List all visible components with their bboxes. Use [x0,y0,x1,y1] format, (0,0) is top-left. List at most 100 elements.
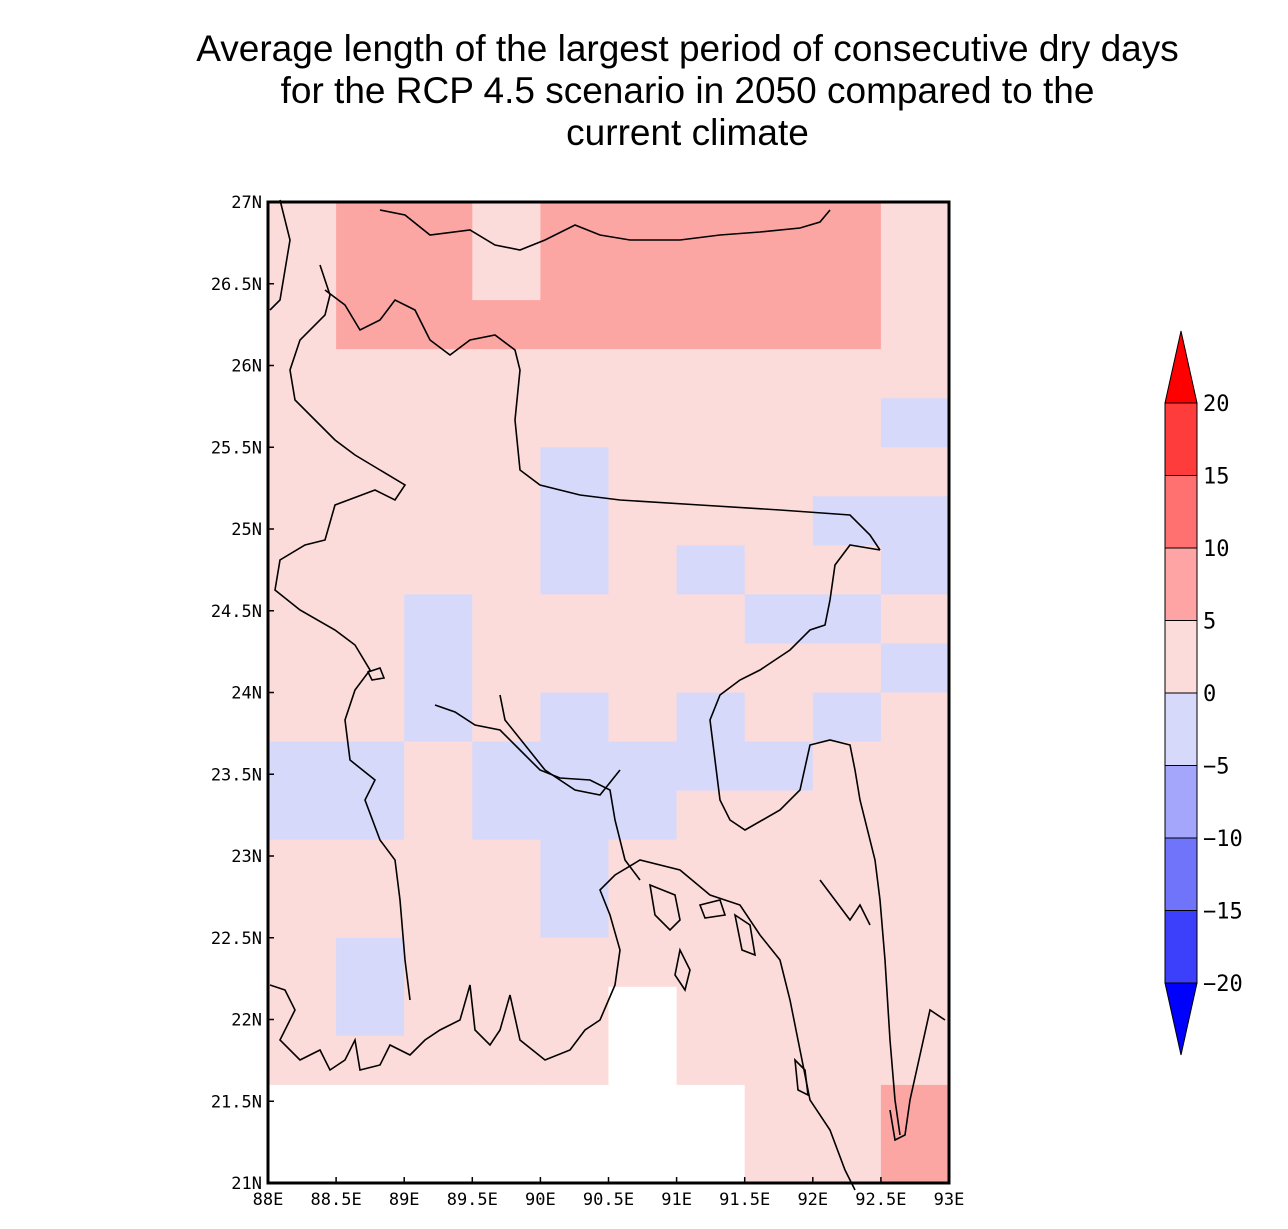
island-5 [674,947,691,992]
grid-cell [540,349,609,399]
grid-cell [472,349,541,399]
grid-cell [404,545,473,595]
grid-cell [676,839,746,890]
grid-cell [608,1084,678,1135]
grid-cell [540,888,609,939]
grid-cell [268,643,337,693]
grid-cell [880,398,950,448]
grid-cell [540,839,609,890]
grid-cell [336,398,405,448]
grid-cell [404,1084,473,1135]
coastlines [269,199,946,1191]
colorbar-label: 0 [1203,682,1216,707]
grid-cell [540,398,609,448]
grid-cell [676,888,746,939]
grid-cell [404,1035,473,1086]
grid-cell [268,594,337,644]
grid-cell [812,839,882,890]
x-tick-label: 88.5E [311,1190,362,1210]
y-tick-label: 26N [231,357,262,377]
grid-cell [608,251,678,301]
grid-cell [744,594,814,644]
x-tick-label: 90.5E [583,1190,634,1210]
grid-cell [404,692,473,743]
grid-cell [608,741,678,792]
grid-cell [404,741,473,792]
grid-cell [812,986,882,1037]
y-tick-label: 27N [231,193,262,213]
grid-cell [744,1133,814,1184]
grid-cell [744,741,814,792]
grid-cell [336,1035,405,1086]
grid-cell [472,839,541,890]
y-axis: 21N 21.5N 22N 22.5N 23N 23.5N 24N 24.5N 25N 25.5N… [211,193,274,1194]
grid-cell [540,741,609,792]
grid-cells [268,202,950,1184]
grid-cell [676,398,746,448]
grid-cell [404,447,473,497]
x-tick-label: 89.5E [447,1190,498,1210]
colorbar: 20 15 10 5 0 −5 −10 −15 −20 [1164,330,1243,1056]
grid-cell [880,839,950,890]
grid-cell [880,888,950,939]
grid-cell [268,692,337,743]
grid-cell [676,545,746,595]
grid-cell [676,986,746,1037]
grid-cell [880,594,950,644]
grid-cell [540,692,609,743]
grid-cell [268,202,337,252]
grid-cell [472,594,541,644]
grid-cell [472,1084,541,1135]
grid-cell [336,594,405,644]
grid-cell [540,594,609,644]
grid-cell [744,349,814,399]
grid-cell [880,790,950,841]
grid-cell [540,986,609,1037]
grid-cell [540,1084,609,1135]
grid-cell [472,447,541,497]
x-tick-label: 91.5E [719,1190,770,1210]
grid-cell [812,888,882,939]
grid-cell [608,1035,678,1086]
grid-cell [880,1133,950,1184]
grid-cell [744,1035,814,1086]
grid-cell [540,251,609,301]
southern-coastline [269,859,856,1191]
grid-cell [268,888,337,939]
grid-cell [336,888,405,939]
grid-cell [336,1133,405,1184]
y-tick-label: 24.5N [211,602,262,622]
grid-cell [676,643,746,693]
grid-cell [676,741,746,792]
grid-cell [744,447,814,497]
colorbar-segment [1164,620,1198,694]
grid-cell [404,888,473,939]
grid-cell [336,1084,405,1135]
grid-cell [608,1133,678,1184]
grid-cell [676,1035,746,1086]
grid-cell [676,251,746,301]
colorbar-label: 5 [1203,610,1216,635]
grid-cell [880,447,950,497]
grid-cell [608,839,678,890]
grid-cell [676,202,746,252]
grid-cell [404,937,473,988]
grid-cell [268,937,337,988]
grid-cell [268,790,337,841]
y-tick-label: 25.5N [211,438,262,458]
grid-cell [540,496,609,546]
grid-cell [268,741,337,792]
grid-cell [676,1133,746,1184]
colorbar-label: −15 [1203,900,1243,925]
grid-cell [744,398,814,448]
y-tick-label: 22.5N [211,929,262,949]
grid-cell [608,300,678,350]
grid-cell [880,300,950,350]
y-tick-label: 21.5N [211,1092,262,1112]
grid-cell [880,349,950,399]
grid-cell [540,790,609,841]
colorbar-min-arrow [1164,982,1198,1056]
grid-cell [472,692,541,743]
grid-cell [744,1084,814,1135]
